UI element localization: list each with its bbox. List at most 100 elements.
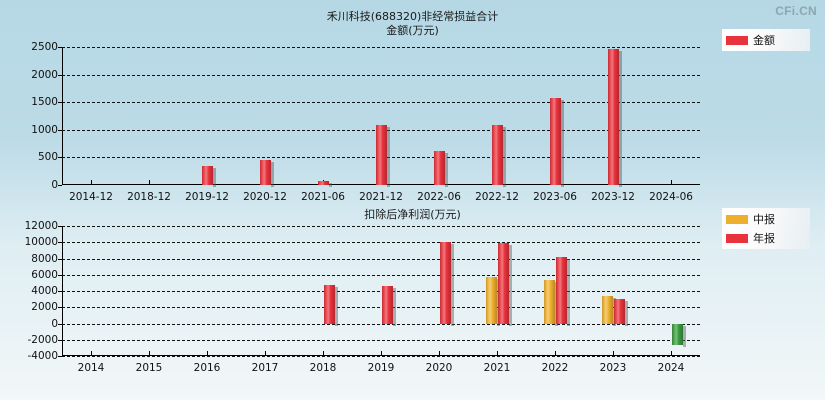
y-axis-tick-mark — [58, 291, 62, 292]
panel-bottom: 扣除后净利润(万元) -4000 -2000 0 2000 4000 6000 8000 10… — [0, 200, 825, 400]
x-axis-tick-label: 2018-12 — [127, 191, 171, 203]
x-axis-tick-label: 2022-12 — [475, 191, 519, 203]
gridline — [62, 339, 700, 341]
y-axis-tick-label: 2000 — [31, 301, 58, 314]
x-axis-tick-label: 2021-06 — [301, 191, 345, 203]
gridline — [62, 274, 700, 276]
x-axis-tick-label: 2024-06 — [649, 191, 693, 203]
bar-shadow — [450, 244, 454, 326]
bar-bottom-2024-年报 — [671, 323, 686, 348]
x-axis-tick-mark — [149, 180, 150, 185]
x-axis-tick-mark — [497, 351, 498, 356]
x-axis-tick-label: 2021-12 — [359, 191, 403, 203]
gridline — [62, 258, 700, 260]
bar-shadow — [386, 127, 390, 187]
y-axis-tick-label: 4000 — [31, 285, 58, 297]
y-axis-tick-label: 12000 — [24, 220, 58, 232]
x-axis-tick-label: 2023-06 — [533, 191, 577, 203]
x-axis-tick-mark — [439, 351, 440, 356]
bar-shadow — [618, 51, 622, 187]
y-axis-tick-mark — [58, 157, 62, 159]
y-axis-tick-mark — [58, 47, 62, 48]
gridline — [62, 74, 700, 76]
bar-top-2020-12-金额 — [259, 160, 274, 187]
legend-swatch-icon — [726, 233, 748, 243]
gridline — [62, 242, 700, 244]
bar-top-2021-06-金额 — [317, 180, 332, 187]
y-axis-tick-mark — [58, 226, 62, 227]
x-axis-tick-mark — [381, 351, 382, 356]
y-axis-tick-mark — [58, 74, 62, 76]
bottom-chart-plot: -4000 -2000 0 2000 4000 6000 8000 10000 12000 201… — [25, 220, 700, 374]
bottom-chart-legend: 中报 年报 — [722, 208, 810, 249]
bar-top-2019-12-金额 — [201, 165, 216, 187]
bar-shadow — [270, 162, 274, 187]
bar-shadow — [682, 325, 686, 348]
x-axis-tick-label: 2016 — [193, 362, 221, 374]
y-axis-tick-mark — [58, 274, 62, 276]
top-chart-plot: 0 500 1000 1500 2000 2500 2014-12 2018-12 2019-1… — [31, 41, 700, 203]
bar-shadow — [212, 167, 216, 187]
gridline — [62, 356, 700, 357]
y-axis-tick-label: 1000 — [31, 123, 58, 136]
bar-top-2022-06-金额 — [433, 150, 448, 187]
bar-bottom-2022-中报 — [543, 279, 558, 326]
gridline — [62, 307, 700, 309]
x-axis-tick-label: 2017 — [251, 362, 279, 374]
y-axis-tick-mark — [58, 356, 62, 357]
legend-item-年报[interactable]: 年报 — [726, 230, 804, 246]
y-axis-tick-label: 2000 — [31, 68, 58, 81]
y-axis-tick-mark — [58, 307, 62, 309]
panel-top: 禾川科技(688320)非经常损益合计 金额(万元) 0 500 1000 1500 2… — [31, 10, 810, 203]
y-axis-tick-label: 0 — [51, 317, 58, 330]
x-axis-tick-mark — [555, 351, 556, 356]
bar-shadow — [392, 288, 396, 326]
bar-shadow — [508, 244, 512, 326]
gridline — [62, 102, 700, 104]
top-chart-title: 金额(万元) — [386, 24, 439, 37]
y-axis-tick-label: 10000 — [24, 236, 58, 249]
y-axis-tick-mark — [58, 242, 62, 244]
bar-shadow — [566, 258, 570, 326]
x-axis-tick-mark — [91, 351, 92, 356]
bar-top-2023-06-金额 — [549, 98, 564, 187]
legend-item-金额[interactable]: 金额 — [726, 32, 804, 48]
x-axis-tick-mark — [323, 351, 324, 356]
x-axis-tick-mark — [91, 180, 92, 185]
y-axis-tick-label: 8000 — [31, 252, 58, 265]
gridline — [62, 226, 700, 227]
bar-top-2021-12-金额 — [375, 125, 390, 187]
top-chart-legend: 金额 — [722, 29, 810, 51]
gridline — [62, 323, 700, 325]
x-axis-tick-label: 2020-12 — [243, 191, 287, 203]
y-axis-tick-label: -2000 — [27, 333, 58, 346]
y-axis-tick-label: 500 — [37, 151, 58, 164]
x-axis-tick-label: 2014 — [77, 362, 105, 374]
y-axis-tick-mark — [58, 339, 62, 341]
legend-swatch-icon — [726, 214, 748, 224]
gridline — [62, 47, 700, 48]
x-axis-tick-label: 2019 — [367, 362, 395, 374]
x-axis-tick-mark — [149, 351, 150, 356]
bar-shadow — [560, 100, 564, 187]
x-axis-tick-mark — [671, 351, 672, 356]
legend-item-中报[interactable]: 中报 — [726, 211, 804, 227]
y-axis-tick-label: 0 — [51, 179, 58, 191]
y-axis-tick-label: 1500 — [31, 96, 58, 109]
legend-swatch-icon — [726, 35, 748, 45]
x-axis-tick-label: 2022 — [541, 362, 569, 374]
x-axis-tick-label: 2019-12 — [185, 191, 229, 203]
x-axis-tick-label: 2020 — [425, 362, 453, 374]
bottom-chart-title: 扣除后净利润(万元) — [364, 208, 461, 221]
gridline — [62, 291, 700, 292]
x-axis-tick-mark — [671, 180, 672, 185]
watermark-cfi: CFi.CN — [775, 4, 817, 18]
x-axis-tick-label: 2014-12 — [69, 191, 113, 203]
bar-shadow — [502, 126, 506, 187]
x-axis-tick-label: 2018 — [309, 362, 337, 374]
x-axis-tick-mark — [265, 351, 266, 356]
x-axis-tick-label: 2022-06 — [417, 191, 461, 203]
y-axis-tick-label: 6000 — [31, 268, 58, 281]
x-axis-tick-mark — [207, 351, 208, 356]
